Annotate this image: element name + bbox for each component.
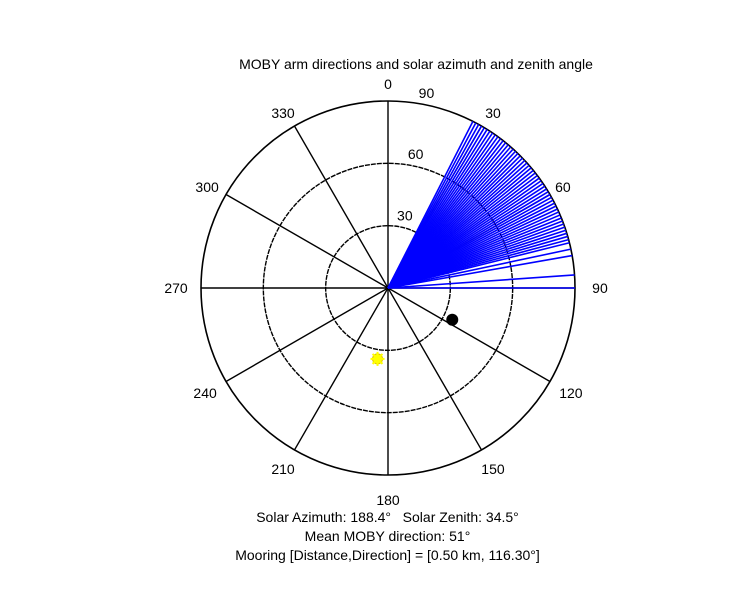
caption-mean-direction: Mean MOBY direction: 51° <box>304 528 471 544</box>
chart-title: MOBY arm directions and solar azimuth an… <box>239 56 593 72</box>
angle-tick-180: 180 <box>376 492 400 508</box>
angle-tick-240: 240 <box>193 385 217 401</box>
angle-tick-300: 300 <box>195 179 219 195</box>
moby-arm-lines <box>387 121 575 289</box>
angle-tick-60: 60 <box>555 179 571 195</box>
markers <box>370 313 459 366</box>
angle-tick-150: 150 <box>481 461 505 477</box>
caption-solar: Solar Azimuth: 188.4° Solar Zenith: 34.5… <box>256 509 519 525</box>
angle-tick-270: 270 <box>164 280 188 296</box>
sun-marker <box>370 351 385 366</box>
radial-tick-30: 30 <box>397 208 413 224</box>
tick-labels: 0 30 60 90 120 150 180 210 240 270 300 330 30 60 90 <box>164 76 608 508</box>
arm-line-52 <box>387 274 575 289</box>
radial-tick-90: 90 <box>419 85 435 101</box>
angle-tick-210: 210 <box>271 461 295 477</box>
arm-line-51 <box>387 254 573 289</box>
angle-tick-0: 0 <box>384 76 392 92</box>
angle-tick-330: 330 <box>271 105 295 121</box>
caption-mooring: Mooring [Distance,Direction] = [0.50 km,… <box>235 547 540 563</box>
radial-tick-60: 60 <box>408 146 424 162</box>
angle-tick-90: 90 <box>592 280 608 296</box>
mooring-marker <box>446 313 459 326</box>
angle-tick-30: 30 <box>485 105 501 121</box>
arm-line-50 <box>387 248 572 289</box>
angle-tick-120: 120 <box>559 385 583 401</box>
arm-line-49 <box>387 241 570 289</box>
